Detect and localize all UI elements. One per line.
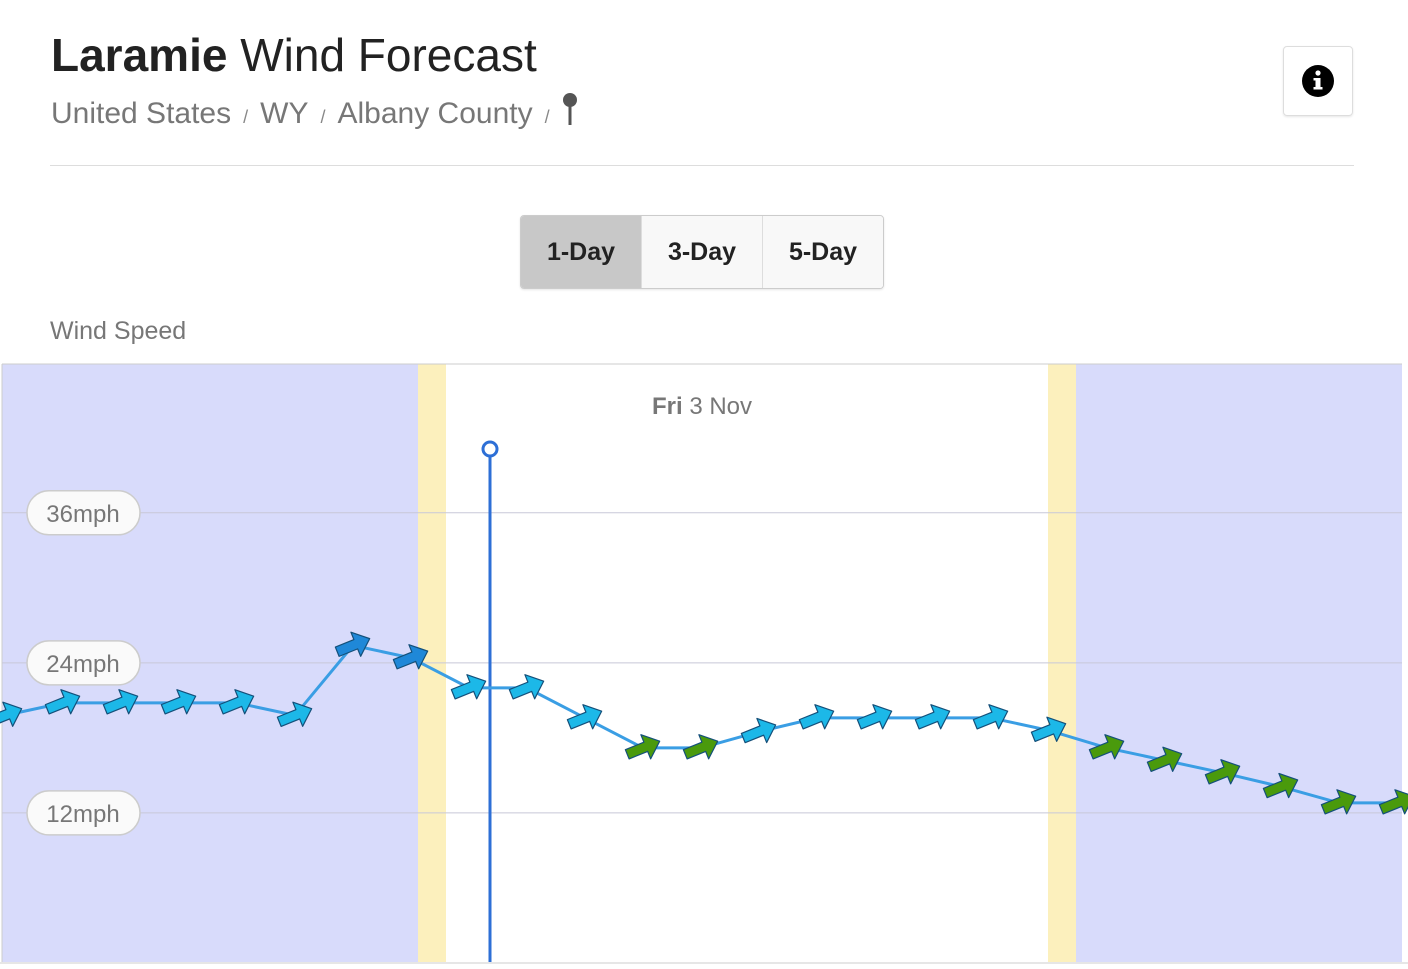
wind-arrow [218, 689, 255, 715]
pin-icon[interactable] [562, 93, 578, 127]
wind-arrow [450, 674, 487, 700]
wind-arrow [102, 689, 139, 715]
wind-arrow [1030, 716, 1067, 743]
tab[interactable]: 1-Day [521, 216, 641, 288]
y-tick-label: 12mph [46, 801, 119, 828]
breadcrumbs: United States / WY / Albany County / [51, 93, 578, 131]
date-day: Fri [652, 393, 683, 420]
wind-arrow [856, 704, 893, 730]
wind-arrow [798, 704, 835, 730]
info-button[interactable] [1283, 46, 1353, 116]
wind-arrow [1320, 789, 1357, 815]
title-town: Laramie [51, 29, 228, 81]
wind-arrow [276, 701, 313, 728]
y-tick-pill [26, 490, 141, 536]
divider [50, 165, 1354, 166]
y-tick-label: 36mph [46, 501, 119, 528]
wind-arrow [1378, 789, 1408, 815]
wind-arrow [566, 704, 603, 730]
range-tabs: 1-Day 3-Day 5-Day [520, 215, 884, 289]
wind-arrow [1146, 746, 1183, 773]
tab[interactable]: 5-Day [762, 216, 883, 288]
breadcrumb[interactable]: United States [51, 97, 232, 130]
wind-arrow [44, 689, 81, 715]
wind-arrow [392, 644, 429, 670]
now-marker [481, 440, 499, 458]
y-axis-label: Wind Speed [50, 317, 187, 345]
y-tick-label: 24mph [46, 651, 119, 678]
info-icon [1302, 65, 1334, 97]
wind-arrow [914, 704, 951, 730]
wind-arrow [1204, 759, 1241, 785]
wind-arrow [160, 689, 197, 715]
wind-arrow [334, 631, 371, 657]
date-label: Fri 3 Nov [652, 393, 752, 420]
title-rest: Wind Forecast [240, 29, 537, 81]
wind-arrow [682, 734, 719, 760]
page-title: Laramie Wind Forecast [51, 28, 537, 82]
wind-arrow [972, 704, 1009, 730]
wind-arrow [740, 717, 777, 744]
breadcrumb[interactable]: Albany County [337, 97, 533, 130]
wind-arrow [624, 734, 661, 760]
wind-arrow [508, 674, 545, 700]
wind-arrow [0, 701, 23, 728]
wind-arrow [1088, 734, 1125, 760]
tab[interactable]: 3-Day [641, 216, 762, 288]
y-tick-pill [26, 790, 141, 836]
wind-arrow [1262, 772, 1299, 799]
breadcrumb[interactable]: WY [260, 97, 309, 130]
y-tick-pill [26, 640, 141, 686]
date-rest: 3 Nov [689, 393, 752, 420]
